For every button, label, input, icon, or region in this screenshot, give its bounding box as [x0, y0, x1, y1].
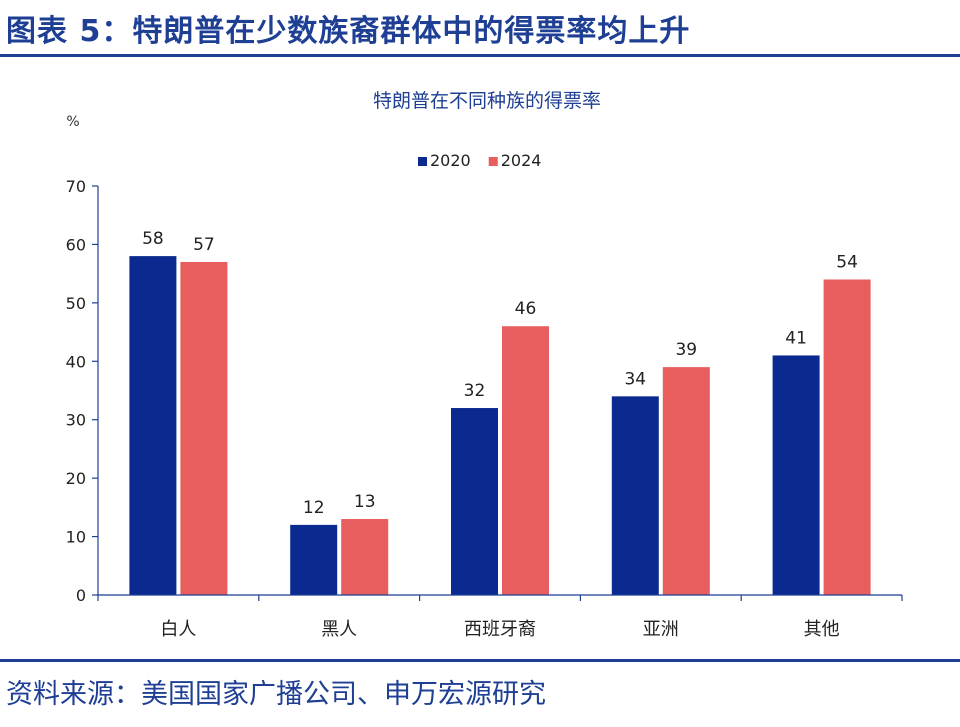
bar-value-label: 34 — [624, 369, 646, 389]
bar-2020 — [451, 408, 498, 595]
axes: 0 10 20 30 40 50 60 70 白人 黑人 西班牙裔 亚洲 其他 — [66, 177, 903, 640]
x-category-label: 黑人 — [321, 619, 357, 640]
bar-2024 — [823, 279, 871, 595]
x-category-label: 西班牙裔 — [464, 619, 536, 640]
legend-swatch — [488, 157, 498, 166]
y-axis-unit: % — [66, 114, 79, 130]
legend-label: 2020 — [430, 151, 471, 170]
bar-2020 — [611, 396, 659, 595]
y-tick-label: 40 — [66, 352, 86, 371]
chart-title: 特朗普在不同种族的得票率 — [373, 90, 601, 112]
y-tick-label: 50 — [66, 294, 86, 313]
bar-2024 — [180, 261, 228, 595]
x-category-label: 白人 — [160, 619, 196, 640]
bar-value-label: 41 — [785, 328, 807, 348]
bar-2020 — [772, 355, 820, 595]
bar-2020 — [129, 256, 177, 595]
figure-title: 图表 5：特朗普在少数族裔群体中的得票率均上升 — [6, 14, 691, 49]
bar-2024 — [662, 367, 710, 595]
x-category-label: 亚洲 — [643, 619, 679, 640]
bar-value-label: 13 — [354, 492, 376, 512]
x-category-label: 其他 — [804, 619, 840, 640]
bar-2024 — [502, 326, 549, 595]
bar-value-label: 39 — [675, 340, 697, 360]
bar-value-label: 12 — [303, 498, 325, 518]
legend-swatch — [418, 157, 427, 166]
source-note: 资料来源：美国国家广播公司、申万宏源研究 — [6, 679, 546, 710]
y-tick-label: 70 — [66, 177, 86, 196]
legend-label: 2024 — [501, 151, 542, 170]
legend: 2020 2024 — [418, 151, 541, 170]
y-tick-label: 0 — [76, 586, 86, 605]
bar-value-label: 58 — [142, 229, 164, 249]
title-divider — [0, 54, 960, 57]
bar-2020 — [290, 524, 338, 595]
bar-value-label: 32 — [464, 381, 486, 401]
source-divider — [0, 659, 960, 662]
y-tick-label: 10 — [66, 528, 86, 547]
bar-value-label: 57 — [193, 235, 215, 255]
bars: 58 12 32 34 41 57 13 46 39 54 — [129, 229, 871, 595]
bar-value-label: 46 — [515, 299, 537, 319]
bar-2024 — [341, 519, 389, 595]
y-tick-label: 20 — [66, 469, 86, 488]
bar-value-label: 54 — [836, 252, 858, 272]
y-tick-label: 30 — [66, 411, 86, 430]
y-tick-label: 60 — [66, 235, 86, 254]
bar-chart: 特朗普在不同种族的得票率 % 2020 2024 58 12 32 34 41 57 13 46… — [66, 90, 903, 640]
